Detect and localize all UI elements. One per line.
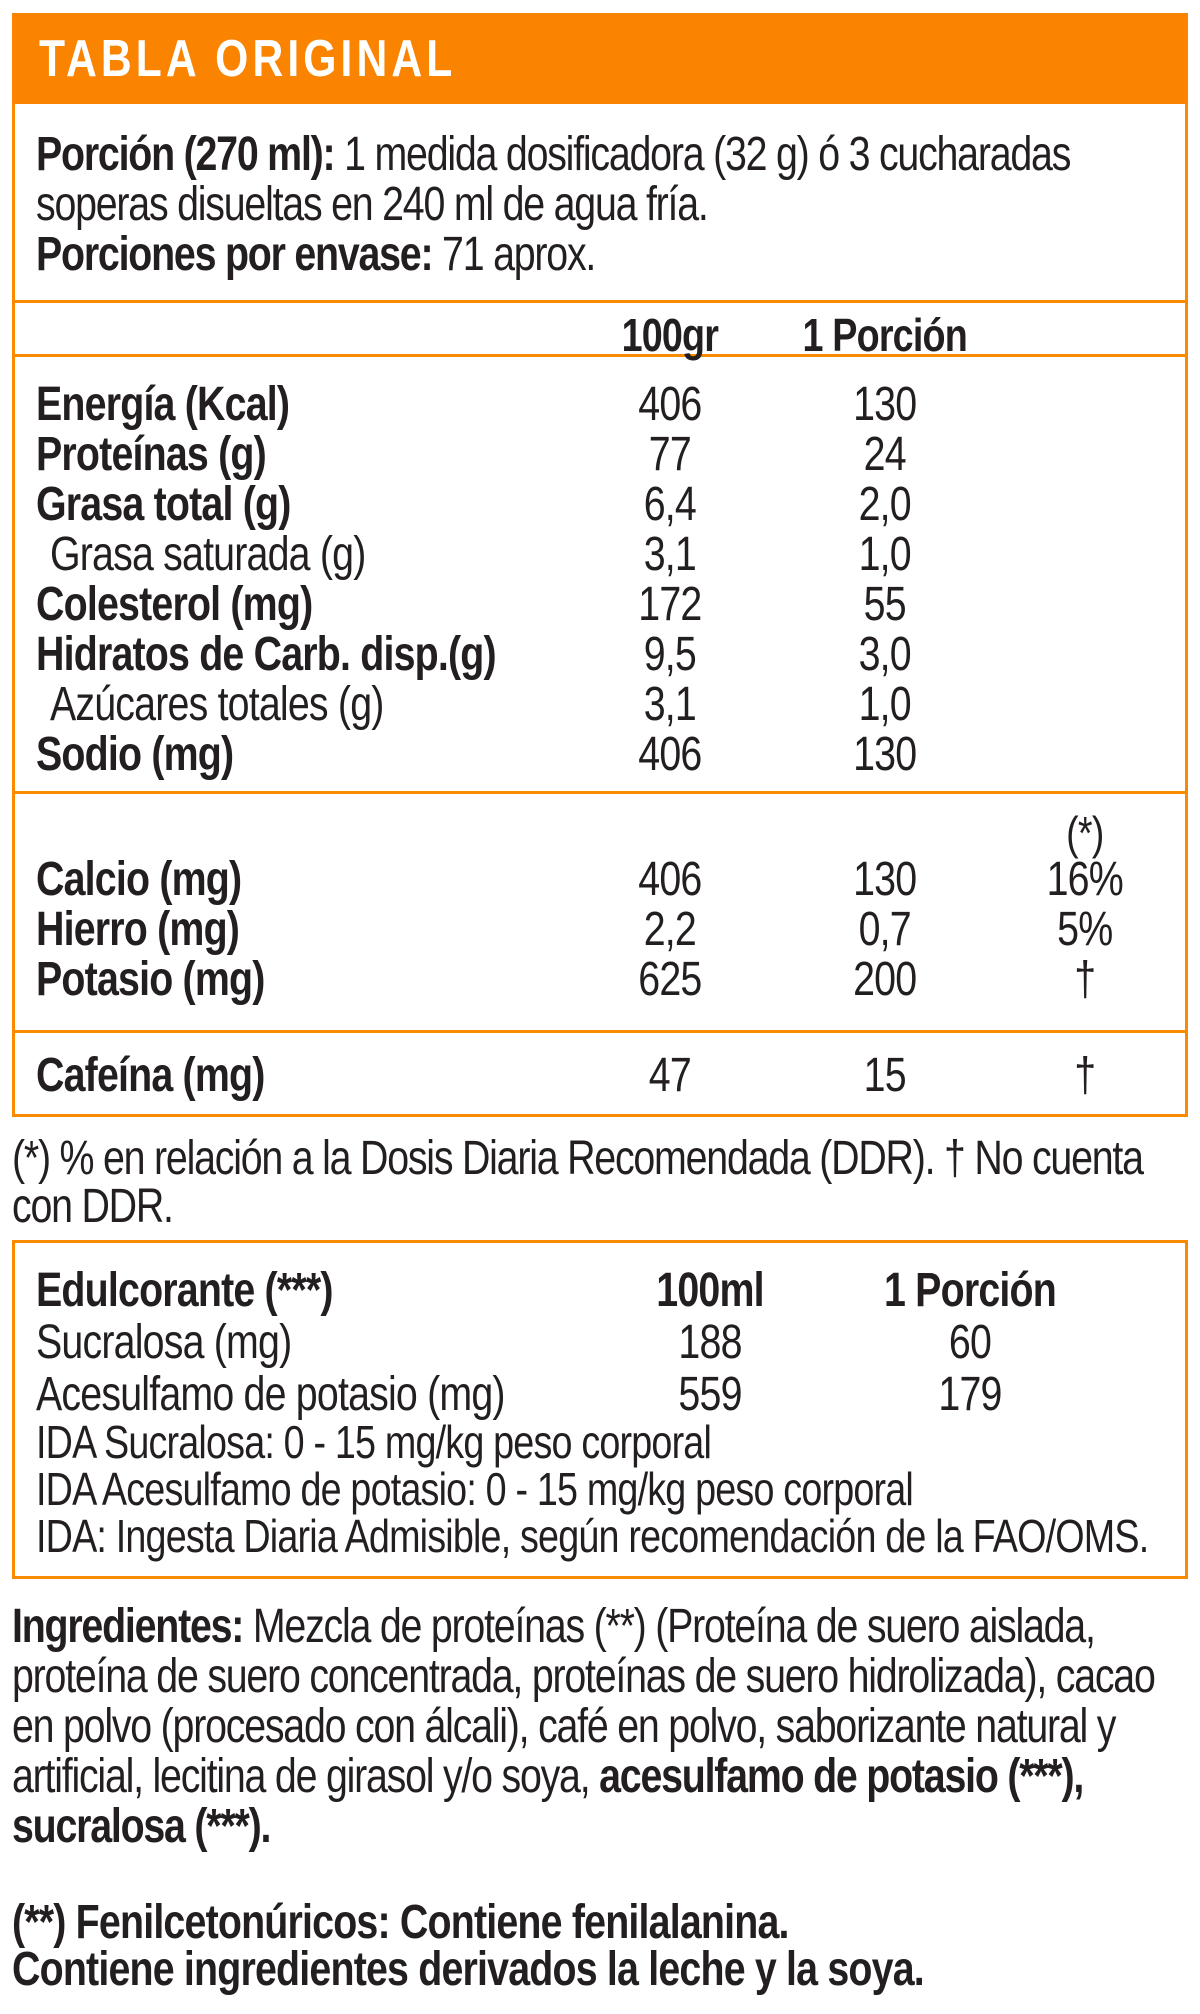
value-100g: 406 — [638, 853, 702, 906]
serving-size-label: Porción (270 ml): — [36, 128, 336, 181]
servings-per-container-line: Porciones por envase: 71 aprox. — [36, 230, 1164, 280]
value-portion: 1,0 — [858, 678, 912, 731]
caffeine-box: Cafeína (mg) 47 15 † — [12, 1030, 1188, 1117]
table-row: Energía (Kcal) 406 130 — [36, 377, 1164, 431]
minerals-box: (*) Calcio (mg) 406 130 16% Hierro (mg) … — [12, 791, 1188, 1033]
ingredients-label: Ingredientes: — [12, 1600, 244, 1653]
sweetener-header-row: Edulcorante (***) 100ml 1 Porción — [36, 1263, 1164, 1317]
value-100g: 2,2 — [643, 903, 697, 956]
servings-per-container-label: Porciones por envase: — [36, 228, 434, 281]
page-title: TABLA ORIGINAL — [39, 29, 457, 88]
sweetener-label: Acesulfamo de potasio (mg) — [36, 1368, 506, 1421]
value-100g: 47 — [648, 1049, 692, 1102]
nutrient-label: Hidratos de Carb. disp.(g) — [36, 628, 497, 681]
value-portion: 130 — [853, 378, 917, 431]
value-portion: 1,0 — [858, 528, 912, 581]
table-row: Calcio (mg) 406 130 16% — [36, 852, 1164, 906]
sweetener-label: Sucralosa (mg) — [36, 1316, 292, 1369]
value-100ml: 188 — [678, 1316, 742, 1369]
value-portion: 55 — [863, 578, 907, 631]
table-row: Grasa saturada (g) 3,1 1,0 — [36, 527, 1164, 581]
serving-size-text: 1 medida dosificadora (32 g) ó 3 cuchara… — [36, 128, 1071, 231]
value-portion: 200 — [853, 953, 917, 1006]
sweetener-box: Edulcorante (***) 100ml 1 Porción Sucral… — [12, 1240, 1188, 1579]
nutrient-label: Grasa total (g) — [36, 478, 291, 531]
nutrient-table-box: Energía (Kcal) 406 130 Proteínas (g) 77 … — [12, 354, 1188, 794]
title-bar: TABLA ORIGINAL — [12, 13, 1188, 104]
ida-note-line: IDA Sucralosa: 0 - 15 mg/kg peso corpora… — [36, 1416, 712, 1468]
value-portion: 3,0 — [858, 628, 912, 681]
value-100g: 77 — [648, 428, 692, 481]
nutrient-label: Proteínas (g) — [36, 428, 267, 481]
ida-note-line: IDA Acesulfamo de potasio: 0 - 15 mg/kg … — [36, 1463, 914, 1515]
table-row: Colesterol (mg) 172 55 — [36, 577, 1164, 631]
nutrient-label: Energía (Kcal) — [36, 378, 290, 431]
sweetener-header-label: Edulcorante (***) — [36, 1264, 333, 1317]
header-100ml: 100ml — [656, 1264, 764, 1317]
value-portion: 130 — [853, 853, 917, 906]
table-row: Azúcares totales (g) 3,1 1,0 — [36, 677, 1164, 731]
nutrient-label: Potasio (mg) — [36, 953, 265, 1006]
value-100g: 9,5 — [643, 628, 697, 681]
ddr-footnote: (*) % en relación a la Dosis Diaria Reco… — [12, 1132, 1144, 1233]
value-ddr: 5% — [1057, 903, 1113, 956]
value-100g: 406 — [638, 728, 702, 781]
value-100ml: 559 — [678, 1368, 742, 1421]
header-1-portion: 1 Porción — [802, 309, 967, 361]
table-row: Hidratos de Carb. disp.(g) 9,5 3,0 — [36, 627, 1164, 681]
value-portion: 130 — [853, 728, 917, 781]
nutrient-label: Cafeína (mg) — [36, 1049, 265, 1102]
value-100g: 406 — [638, 378, 702, 431]
value-100g: 625 — [638, 953, 702, 1006]
value-100g: 3,1 — [643, 678, 697, 731]
nutrient-label: Calcio (mg) — [36, 853, 242, 906]
header-100g: 100gr — [621, 309, 719, 361]
table-row: Acesulfamo de potasio (mg) 559 179 — [36, 1367, 1164, 1421]
serving-info-box: Porción (270 ml): 1 medida dosificadora … — [12, 104, 1188, 303]
serving-size-line: Porción (270 ml): 1 medida dosificadora … — [36, 130, 1164, 230]
nutrient-label: Colesterol (mg) — [36, 578, 313, 631]
ingredients-bold-tail: acesulfamo de potasio (***), sucralosa (… — [12, 1750, 1084, 1853]
table-row: Hierro (mg) 2,2 0,7 5% — [36, 902, 1164, 956]
nutrient-label: Grasa saturada (g) — [49, 528, 366, 581]
allergen-warning: Contiene ingredientes derivados la leche… — [12, 1943, 925, 1996]
value-portion: 15 — [863, 1049, 907, 1102]
table-row: Sucralosa (mg) 188 60 — [36, 1315, 1164, 1369]
table-row: Cafeína (mg) 47 15 † — [36, 1048, 1164, 1102]
value-ddr: † — [1074, 953, 1096, 1006]
value-ddr: † — [1074, 1049, 1096, 1102]
value-100g: 3,1 — [643, 528, 697, 581]
value-100g: 172 — [638, 578, 702, 631]
ddr-column-header: (*) — [1066, 807, 1104, 859]
ingredients-paragraph: Ingredientes: Mezcla de proteínas (**) (… — [12, 1602, 1188, 1852]
nutrient-label: Hierro (mg) — [36, 903, 240, 956]
ida-note-line: IDA: Ingesta Diaria Admisible, según rec… — [36, 1510, 1149, 1562]
value-portion: 179 — [938, 1368, 1002, 1421]
value-portion: 60 — [948, 1316, 992, 1369]
table-row: Proteínas (g) 77 24 — [36, 427, 1164, 481]
servings-per-container-text: 71 aprox. — [432, 228, 596, 281]
value-portion: 2,0 — [858, 478, 912, 531]
value-100g: 6,4 — [643, 478, 697, 531]
value-portion: 0,7 — [858, 903, 912, 956]
table-row: Sodio (mg) 406 130 — [36, 727, 1164, 781]
header-1-portion: 1 Porción — [883, 1264, 1057, 1317]
ddr-header-row: (*) — [36, 806, 1164, 859]
ingredients-text: Mezcla de proteínas (**) (Proteína de su… — [12, 1600, 1156, 1803]
table-row: Potasio (mg) 625 200 † — [36, 952, 1164, 1006]
value-ddr: 16% — [1046, 853, 1124, 906]
nutrient-label: Sodio (mg) — [36, 728, 234, 781]
column-header-box: 100gr 1 Porción — [12, 300, 1188, 361]
column-header-row: 100gr 1 Porción — [36, 308, 1164, 361]
phenylketonurics-warning: (**) Fenilcetonúricos: Contiene fenilala… — [12, 1896, 789, 1949]
nutrient-label: Azúcares totales (g) — [49, 678, 384, 731]
value-portion: 24 — [863, 428, 907, 481]
table-row: Grasa total (g) 6,4 2,0 — [36, 477, 1164, 531]
